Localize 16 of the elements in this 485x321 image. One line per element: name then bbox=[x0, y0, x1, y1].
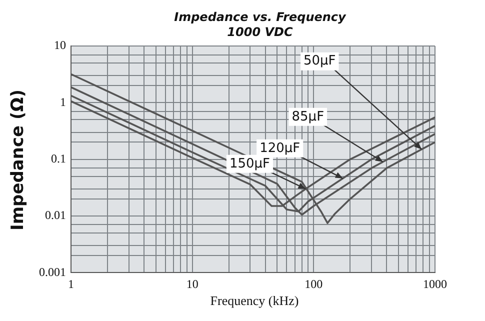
chart-title: Impedance vs. Frequency bbox=[173, 10, 348, 25]
y-tick-label: 10 bbox=[54, 38, 66, 52]
x-axis-title: Frequency (kHz) bbox=[209, 293, 300, 309]
y-tick-label: 0.001 bbox=[39, 264, 66, 279]
chart-subtitle: 1000 VDC bbox=[226, 25, 294, 40]
y-axis-title: Impedance (Ω) bbox=[8, 88, 28, 232]
annotation: 85µF bbox=[292, 109, 324, 124]
x-tick-label: 1000 bbox=[423, 276, 447, 291]
y-tick-label: 1 bbox=[60, 94, 66, 109]
y-tick-label: 0.01 bbox=[45, 208, 66, 222]
y-tick-label: 0.1 bbox=[51, 151, 66, 166]
annotation: 120µF bbox=[260, 140, 300, 156]
x-tick-label: 10 bbox=[186, 276, 198, 291]
annotation: 150µF bbox=[229, 156, 270, 172]
annotation: 50µF bbox=[303, 54, 336, 69]
x-tick-label: 100 bbox=[304, 276, 323, 291]
